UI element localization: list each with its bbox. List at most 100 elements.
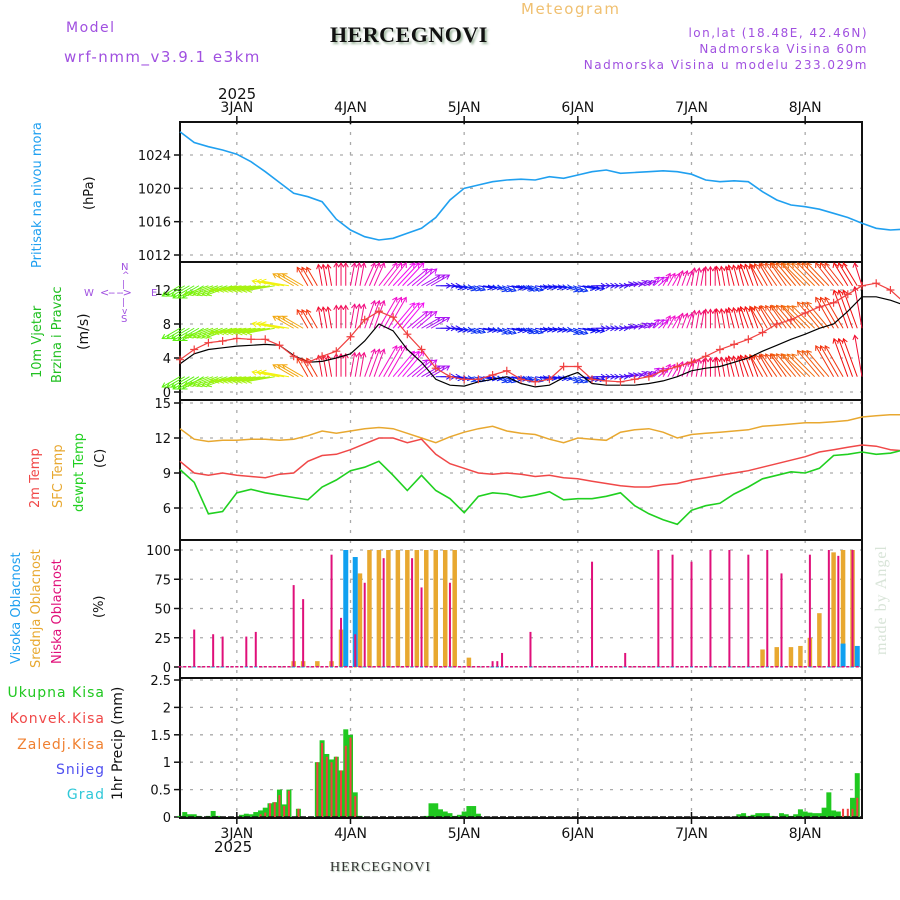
wind-gust-marker	[176, 355, 184, 364]
wind-arrowhead	[422, 310, 428, 317]
wind-ytick-label: 8	[163, 318, 171, 333]
wind-arrow-row	[161, 285, 863, 342]
wind-arrow	[256, 322, 285, 329]
wind-arrowhead	[392, 296, 398, 303]
wind-arrowhead	[301, 266, 307, 273]
wind-arrow	[252, 371, 280, 378]
wind-arrow	[824, 297, 844, 329]
cloud-bar-srednja	[315, 661, 320, 667]
wind-arrow	[820, 262, 839, 287]
cloud-baseline-mark	[344, 666, 348, 668]
wind-arrow	[525, 285, 539, 291]
wind-arrow	[720, 266, 726, 286]
cloud-bar-niska	[837, 555, 840, 667]
cloud-bar-visoka	[352, 557, 358, 667]
wind-arrowhead	[824, 296, 830, 303]
cloud-baseline-mark	[742, 666, 746, 668]
cloud-baseline-mark	[680, 666, 684, 668]
wind-arrowhead	[815, 262, 821, 269]
wind-arrow	[720, 308, 726, 329]
cloud-baseline-mark	[822, 666, 826, 668]
precip-bar-total	[850, 797, 856, 817]
wind-arrowhead	[401, 345, 407, 351]
wind-arrow	[749, 355, 759, 377]
wind-arrow	[177, 327, 200, 341]
wind-arrowhead	[176, 293, 183, 299]
cloud-bar-niska	[591, 561, 594, 667]
wind-arrow	[801, 301, 825, 329]
wind-arrow	[350, 352, 356, 377]
wind-arrowhead	[510, 377, 517, 384]
cloud-baseline-mark	[273, 666, 277, 668]
wind-gust-marker	[218, 337, 227, 345]
wind-arrow	[317, 355, 323, 377]
dewpt-line	[179, 450, 900, 526]
precip-bar-total	[764, 813, 770, 817]
wind-arrow	[568, 327, 584, 335]
wind-arrow	[256, 280, 285, 287]
wind-arrow	[695, 358, 700, 377]
wind-arrowhead	[183, 290, 189, 297]
wind-arrowhead	[551, 284, 558, 291]
wind-arrow	[407, 311, 428, 329]
cloud-baseline-mark	[320, 666, 324, 668]
meteogram-subtitle: Meteogram	[521, 0, 621, 18]
wind-arrow	[854, 335, 863, 377]
wind-arrowhead	[683, 270, 689, 276]
cloud-baseline-mark	[396, 666, 400, 668]
xtick-label-top: 4JAN	[334, 100, 367, 116]
wind-arrow	[749, 306, 763, 329]
wind-arrow	[411, 311, 433, 329]
wind-arrow	[214, 285, 242, 291]
wind-arrow	[749, 264, 759, 286]
precip-bar-total	[239, 814, 245, 817]
cloud-bar-srednja	[831, 552, 836, 667]
wind-arrowhead	[786, 262, 793, 269]
wind-arrow	[242, 327, 271, 334]
wind-arrowhead	[718, 307, 725, 314]
wind-arrowhead	[370, 262, 377, 269]
wind-arrowhead	[351, 262, 357, 268]
wind-arrow	[188, 285, 214, 296]
wind-gust-marker	[559, 362, 568, 371]
wind-arrowhead	[241, 377, 248, 384]
wind-arrowhead	[396, 345, 403, 351]
wind-arrow	[506, 285, 523, 289]
precip-bar-convective	[278, 795, 281, 817]
cloud-bar-visoka	[840, 643, 846, 667]
wind-arrowhead	[236, 329, 243, 336]
temp-ytick-label: 9	[163, 467, 171, 482]
wind-arrowhead	[714, 356, 721, 363]
wind-arrowhead	[786, 353, 793, 360]
wind-arrowhead	[786, 305, 793, 311]
cloud-bar-niska	[411, 558, 414, 667]
wind-arrow	[172, 376, 195, 390]
wind-arrow	[463, 285, 476, 291]
cloud-bar-niska	[212, 634, 215, 667]
wind-arrowhead	[272, 315, 279, 321]
cloud-baseline-mark	[770, 666, 774, 668]
cloud-ytick-label: 0	[163, 661, 171, 676]
wind-arrow	[749, 263, 763, 286]
precip-bar-total	[437, 809, 443, 817]
cloud-baseline-mark	[803, 666, 807, 668]
wind-arrowhead	[296, 266, 302, 273]
wind-arrow	[749, 354, 763, 377]
wind-arrowhead	[760, 304, 766, 311]
wind-arrowhead	[355, 351, 362, 358]
wind-arrowhead	[426, 268, 433, 274]
wind-arrowhead	[392, 262, 398, 269]
cloud-baseline-mark	[557, 666, 561, 668]
wind-arrowhead	[726, 264, 733, 271]
wind-arrow	[725, 357, 730, 377]
wind-arrowhead	[161, 382, 168, 388]
wind-arrow	[695, 267, 700, 286]
wind-gust-marker	[588, 375, 597, 384]
cloud-bar-srednja	[760, 649, 765, 667]
wind-arrowhead	[320, 263, 327, 270]
wind-gust-marker	[715, 345, 724, 354]
wind-arrowhead	[837, 337, 843, 344]
cloud-baseline-mark	[405, 666, 409, 668]
wind-arrowhead	[731, 264, 738, 271]
wind-arrowhead	[736, 355, 743, 362]
